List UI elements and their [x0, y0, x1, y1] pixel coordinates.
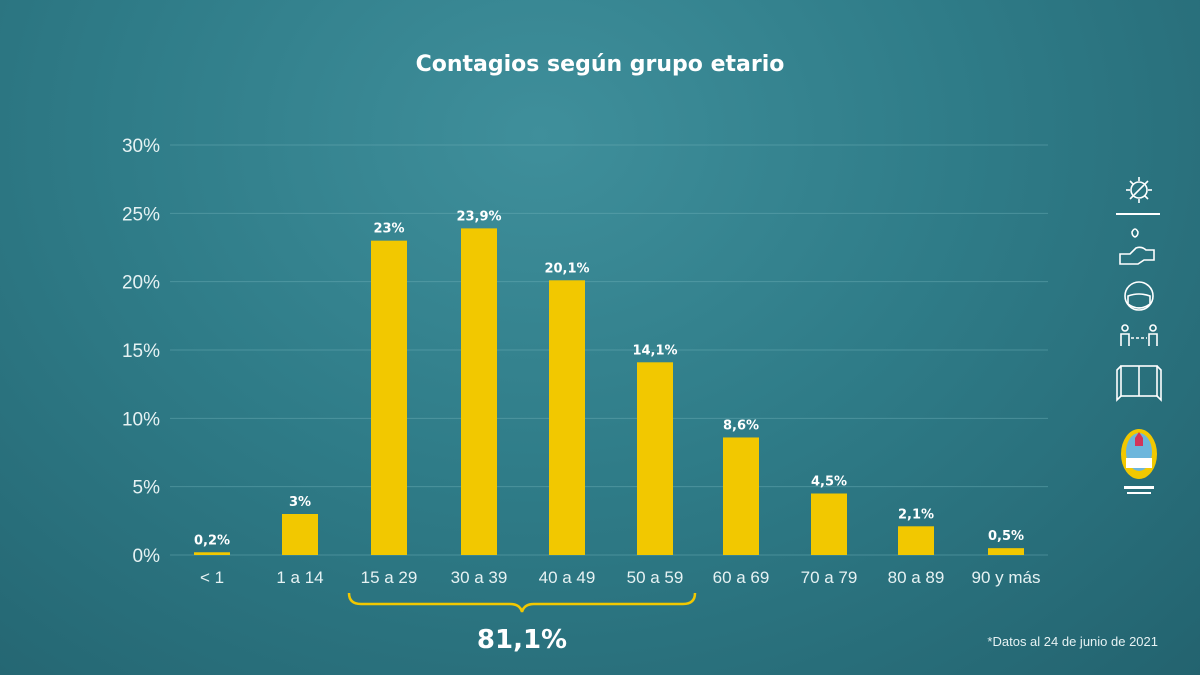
x-tick-label: 60 a 69	[713, 568, 770, 587]
y-tick-label: 15%	[122, 341, 160, 362]
neuquen-government-logo	[1121, 429, 1157, 494]
bars	[194, 228, 1024, 555]
bracket-line	[347, 592, 697, 613]
data-label: 3%	[289, 495, 311, 510]
data-labels: 0,2% 3% 23% 23,9% 20,1% 14,1% 8,6% 4,5% 2,1% 0,5%	[194, 209, 1024, 548]
bracket-annotation: 81,1%	[347, 592, 697, 655]
x-tick-label: 15 a 29	[361, 568, 418, 587]
x-axis-ticks: < 1 1 a 14 15 a 29 30 a 39 40 a 49 50 a 59 60 …	[200, 568, 1041, 587]
data-label: 23%	[373, 222, 404, 237]
footnote: *Datos al 24 de junio de 2021	[987, 634, 1158, 649]
y-tick-label: 5%	[133, 478, 161, 499]
bar	[723, 437, 759, 555]
bar	[461, 228, 497, 555]
data-label: 0,5%	[988, 529, 1024, 544]
bar	[371, 240, 407, 555]
chart-title: Contagios según grupo etario	[416, 52, 785, 77]
x-tick-label: 30 a 39	[451, 568, 508, 587]
face-mask-icon	[1124, 281, 1154, 311]
y-tick-label: 10%	[122, 409, 160, 430]
virus-icon	[1126, 177, 1152, 203]
social-distance-icon	[1120, 324, 1158, 346]
x-tick-label: 50 a 59	[627, 568, 684, 587]
bar	[194, 552, 230, 555]
data-label: 8,6%	[723, 418, 759, 433]
y-tick-label: 25%	[122, 204, 160, 225]
x-tick-label: 90 y más	[972, 568, 1041, 587]
bar	[898, 526, 934, 555]
x-tick-label: 80 a 89	[888, 568, 945, 587]
x-tick-label: < 1	[200, 568, 224, 587]
window-ventilation-icon	[1116, 365, 1162, 402]
bracket-label: 81,1%	[477, 625, 567, 655]
y-axis-ticks: 0% 5% 10% 15% 20% 25% 30%	[122, 136, 160, 567]
bar	[549, 280, 585, 555]
gridlines	[170, 144, 1048, 556]
bar	[811, 493, 847, 555]
sidebar	[1108, 168, 1170, 513]
data-label: 20,1%	[544, 261, 589, 276]
y-tick-label: 30%	[122, 136, 160, 157]
y-tick-label: 0%	[133, 546, 161, 567]
hand-wash-icon	[1119, 228, 1155, 265]
data-label: 2,1%	[898, 507, 934, 522]
data-label: 0,2%	[194, 533, 230, 548]
y-tick-label: 20%	[122, 273, 160, 294]
x-tick-label: 70 a 79	[801, 568, 858, 587]
x-tick-label: 1 a 14	[276, 568, 323, 587]
data-label: 23,9%	[456, 209, 501, 224]
sidebar-icons	[1116, 177, 1162, 494]
bar	[637, 362, 673, 555]
data-label: 14,1%	[632, 343, 677, 358]
bar	[282, 514, 318, 555]
x-tick-label: 40 a 49	[539, 568, 596, 587]
bar	[988, 548, 1024, 555]
data-label: 4,5%	[811, 475, 847, 490]
